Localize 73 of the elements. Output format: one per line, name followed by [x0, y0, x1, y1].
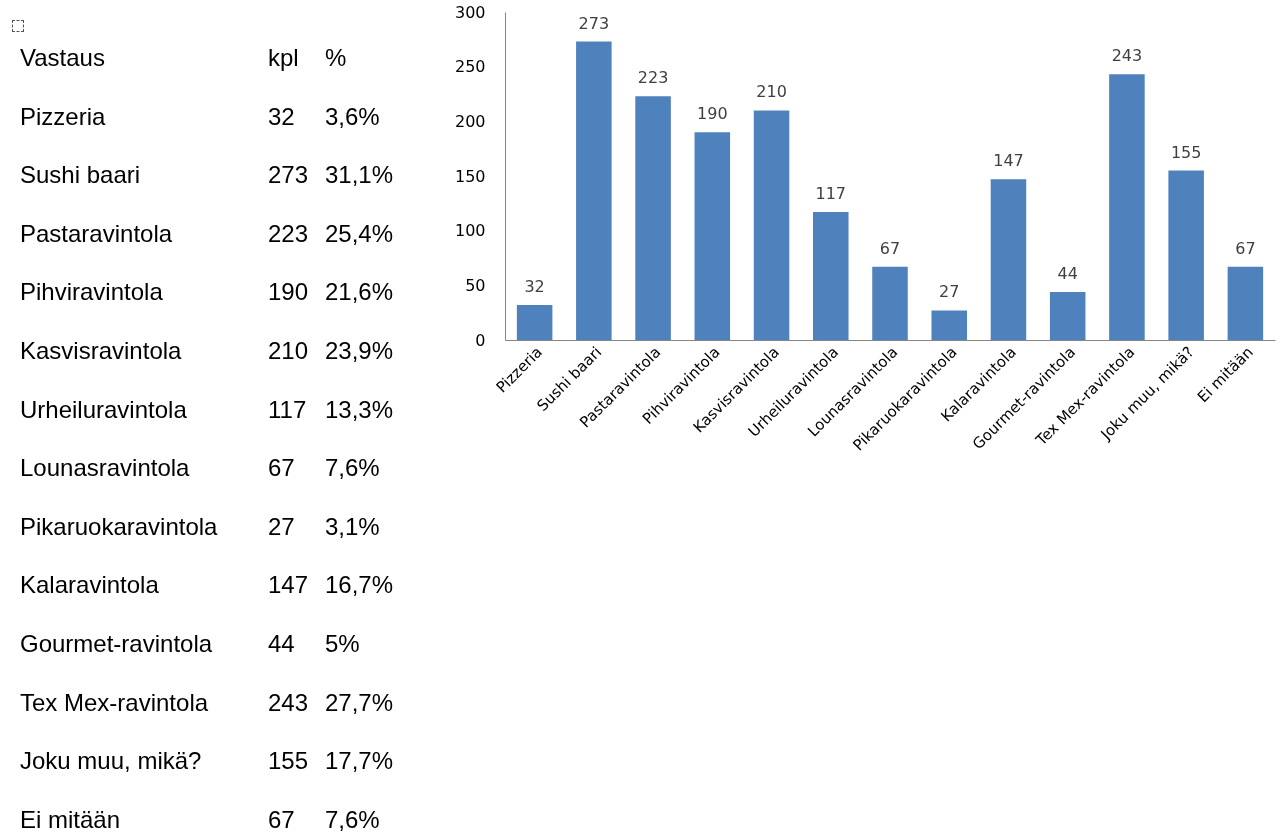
data-label: 27: [939, 282, 960, 302]
text: 23,9%: [325, 336, 395, 366]
bar: [694, 132, 731, 340]
data-label: 190: [697, 104, 728, 124]
text: Pastaravintola: [20, 219, 174, 249]
text: 67: [268, 805, 296, 832]
y-tick-label: 100: [454, 221, 486, 241]
text: 190: [268, 278, 310, 308]
text: 210: [268, 336, 310, 366]
text: Pihviravintola: [20, 278, 164, 308]
bar: [1049, 291, 1086, 340]
bar: [753, 110, 790, 340]
text: 5%: [325, 629, 361, 659]
text: kpl: [268, 44, 300, 73]
bar: [931, 310, 967, 340]
y-tick-label: 0: [475, 330, 486, 350]
bar: [872, 266, 908, 340]
text: Joku muu, mikä?: [20, 747, 203, 777]
text: 223: [268, 219, 310, 249]
text: Pizzeria: [20, 102, 107, 132]
text: 3,6%: [325, 102, 381, 132]
text: 7,6%: [325, 805, 381, 832]
text: 13,3%: [325, 395, 395, 425]
data-label: 223: [637, 68, 669, 88]
bar: [516, 305, 553, 340]
text: Lounasravintola: [20, 454, 191, 484]
bar: [576, 41, 612, 340]
text: 147: [268, 571, 310, 601]
bar: [1168, 170, 1204, 340]
text: Sushi baari: [20, 161, 142, 191]
data-label: 273: [578, 13, 610, 33]
text: 16,7%: [325, 571, 395, 601]
text: 21,6%: [325, 278, 395, 308]
text: Vastaus: [20, 44, 106, 73]
data-label: 243: [1111, 46, 1143, 66]
bar: [1109, 74, 1145, 340]
text: 17,7%: [325, 747, 395, 777]
data-label: 155: [1170, 142, 1202, 162]
text: 44: [268, 629, 296, 659]
data-label: 44: [1057, 263, 1078, 283]
bar: [990, 179, 1027, 340]
text: 31,1%: [325, 161, 395, 191]
text: 67: [268, 454, 296, 484]
text: 155: [268, 747, 310, 777]
text: 117: [268, 395, 308, 425]
data-label: 117: [815, 184, 847, 204]
data-label: 67: [1235, 238, 1256, 258]
text: 243: [268, 688, 310, 718]
text: Gourmet-ravintola: [20, 629, 214, 659]
data-label: 147: [993, 151, 1024, 171]
text: 27,7%: [325, 688, 395, 718]
data-label: 32: [524, 277, 545, 297]
text: Kalaravintola: [20, 571, 160, 601]
text: 7,6%: [325, 454, 381, 484]
text: %: [325, 44, 348, 73]
text: Tex Mex-ravintola: [20, 688, 210, 718]
text: 27: [268, 512, 296, 542]
data-label: 210: [756, 82, 787, 102]
y-tick-label: 200: [454, 111, 486, 131]
text: 273: [268, 161, 310, 191]
text: 25,4%: [325, 219, 395, 249]
bar: [635, 96, 671, 340]
bar: [813, 212, 849, 340]
text: Pikaruokaravintola: [20, 512, 219, 542]
y-tick-label: 150: [454, 166, 486, 186]
text: 32: [268, 102, 296, 132]
bar: [1227, 266, 1264, 340]
text: Ei mitään: [20, 805, 122, 832]
data-label: 67: [879, 238, 901, 258]
text: 3,1%: [325, 512, 381, 542]
y-tick-label: 300: [454, 2, 486, 22]
y-tick-label: 250: [454, 57, 486, 77]
y-tick-label: 50: [465, 275, 486, 295]
